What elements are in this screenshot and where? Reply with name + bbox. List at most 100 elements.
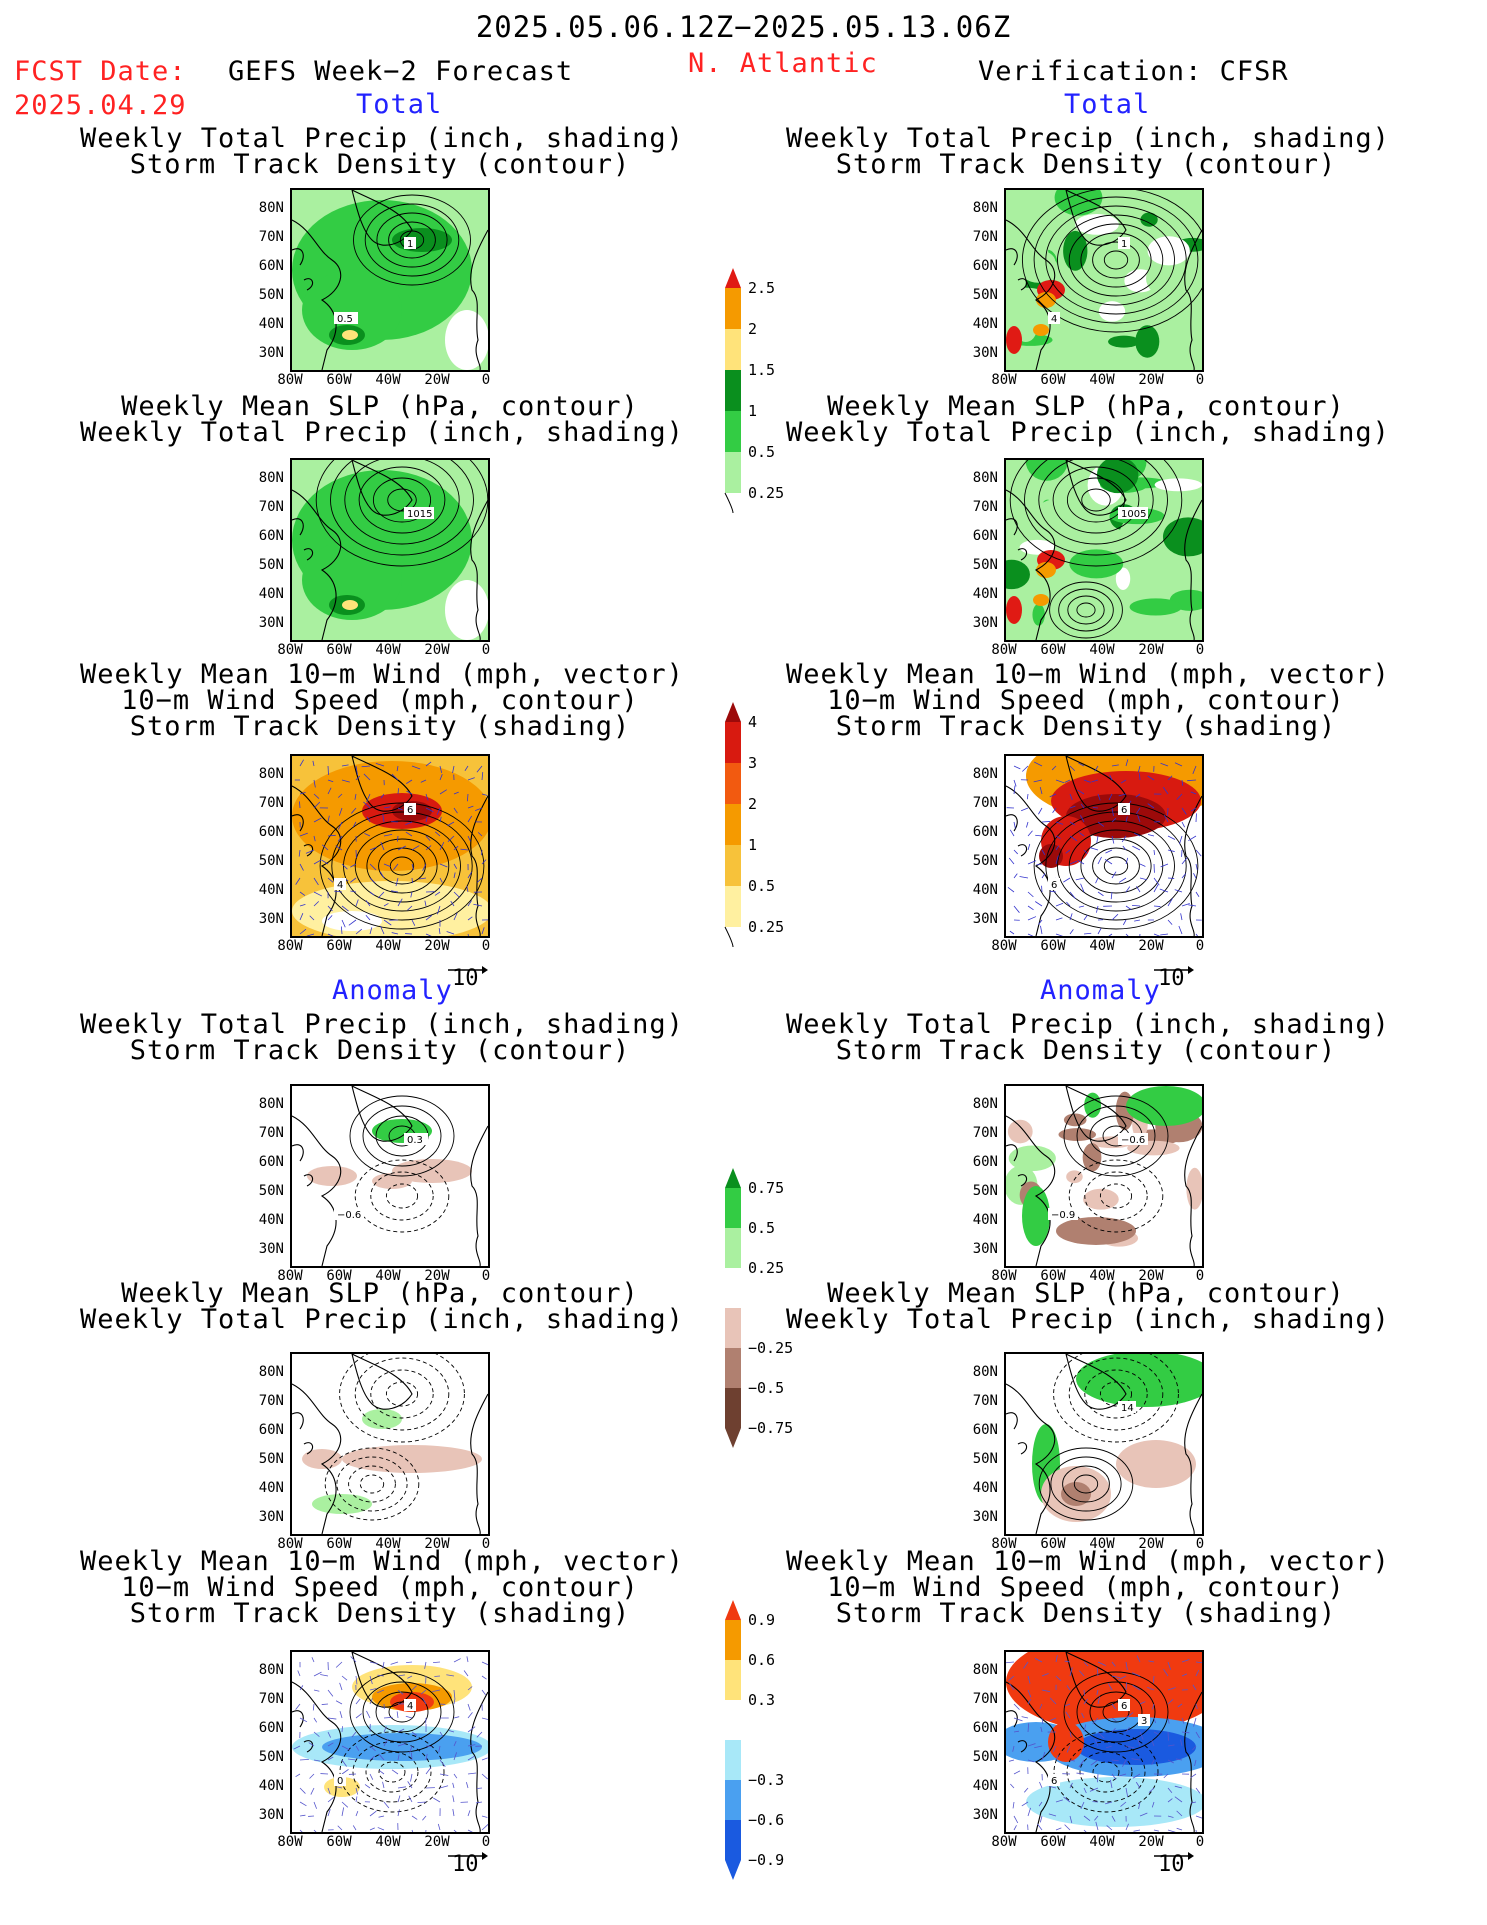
lon-tick-label: 0: [1195, 1536, 1205, 1552]
wind-vector: [313, 891, 323, 897]
wind-vector: [1125, 1823, 1129, 1831]
wind-vector: [1035, 834, 1043, 837]
wind-vector: [336, 1786, 343, 1789]
wind-vector: [439, 765, 443, 773]
colorbar-segment: [725, 1188, 741, 1228]
wind-vector: [351, 807, 357, 814]
wind-vector: [453, 1752, 458, 1761]
wind-vector: [383, 1726, 387, 1733]
wind-vector: [1188, 835, 1197, 842]
lat-tick-label: 40N: [258, 1778, 284, 1794]
wind-vector: [424, 1661, 427, 1669]
lat-tick-label: 50N: [258, 853, 284, 869]
anomaly-shading: [307, 1166, 357, 1186]
wind-vector: [481, 772, 484, 781]
wind-vector: [299, 1717, 308, 1723]
wind-vector: [1052, 807, 1057, 813]
wind-vector: [1069, 1782, 1073, 1789]
wind-vector: [313, 1801, 317, 1809]
wind-vector: [475, 1801, 483, 1804]
contour-line: [1080, 838, 1152, 894]
wind-vector: [1055, 902, 1064, 907]
wind-vector: [1039, 1703, 1043, 1710]
wind-vector: [293, 1745, 301, 1750]
wind-vector: [299, 903, 306, 907]
contour-label: −0.9: [1051, 1210, 1075, 1221]
wind-vector: [1097, 821, 1105, 827]
lat-tick-label: 30N: [972, 615, 998, 631]
coastline: [1065, 460, 1127, 516]
panel-title-fc-precip-track: Weekly Total Precip (inch, shading) Storm…: [80, 123, 684, 180]
precip-shading: [392, 228, 452, 252]
wind-vector: [1009, 1683, 1015, 1691]
contour-label-bg: [1138, 1714, 1150, 1726]
lat-tick-label: 70N: [258, 229, 284, 245]
wind-vector: [299, 928, 307, 935]
wind-vector: [327, 1731, 331, 1738]
anomaly-shading: [372, 1173, 412, 1189]
precip-shading: [302, 270, 402, 350]
wind-vector: [306, 933, 315, 936]
wind-vector: [355, 1675, 358, 1685]
precip-shading: [1032, 603, 1045, 626]
precip-shading: [1119, 515, 1161, 552]
wind-vector: [425, 816, 428, 823]
fcst-date-value: 2025.04.29: [14, 90, 187, 121]
wind-vector: [1132, 904, 1141, 907]
wind-vector: [397, 1786, 407, 1789]
wind-vector: [1013, 1825, 1017, 1831]
wind-vector: [313, 1689, 320, 1692]
wind-vector: [363, 773, 371, 781]
wind-vector: [369, 1810, 377, 1817]
wind-vector: [420, 1689, 427, 1695]
wind-vector: [1181, 1659, 1190, 1663]
wind-vector: [1175, 1758, 1183, 1761]
wind-vector: [1041, 821, 1051, 823]
contour-line: [1052, 466, 1140, 534]
wind-vector: [397, 1689, 404, 1695]
wind-vector: [446, 931, 455, 935]
wind-vector: [407, 1675, 413, 1679]
wind-vector: [452, 1795, 455, 1803]
wind-vector: [1021, 1716, 1029, 1719]
wind-vector: [1176, 1810, 1183, 1817]
wind-vector: [1081, 1745, 1085, 1752]
anomaly-shading: [1022, 1186, 1050, 1246]
wind-vector: [1091, 779, 1099, 783]
contour-label-bg: [1118, 1699, 1130, 1711]
wind-vector: [434, 1675, 441, 1677]
wind-vector: [1181, 873, 1187, 879]
map-panel-fc-slp: 1015: [290, 458, 490, 642]
wind-vector: [1013, 779, 1017, 787]
wind-vector: [1111, 1773, 1117, 1780]
wind-vector: [1090, 1759, 1099, 1766]
panel-title-vf-anom-wind: Weekly Mean 10−m Wind (mph, vector) 10−m …: [786, 1546, 1390, 1629]
wind-vector: [1048, 1813, 1057, 1817]
wind-vector: [1033, 761, 1043, 767]
wind-vector: [1137, 814, 1141, 823]
wind-vector: [1191, 1801, 1197, 1804]
wind-vector: [1083, 1698, 1088, 1705]
wind-vector: [1009, 829, 1015, 837]
wind-vector: [1097, 856, 1102, 865]
wind-vector: [383, 919, 392, 926]
wind-vector: [1034, 901, 1043, 907]
wind-vector: [1176, 793, 1183, 800]
wind-vector: [1023, 1661, 1029, 1669]
wind-vector: [453, 1773, 458, 1779]
colorbar-label: −0.6: [748, 1811, 785, 1829]
wind-vector: [1181, 821, 1186, 828]
wind-vector: [313, 1759, 321, 1762]
wind-vector: [1055, 917, 1063, 921]
contour-line: [389, 856, 415, 876]
wind-vector: [1177, 1703, 1183, 1708]
wind-vector: [1152, 1675, 1155, 1683]
wind-vector: [1013, 1703, 1020, 1710]
lon-tick-label: 80W: [277, 1268, 303, 1284]
wind-vector: [366, 1710, 371, 1719]
wind-vector: [352, 821, 357, 828]
wind-vector: [1163, 1668, 1169, 1677]
lat-tick-label: 60N: [972, 1422, 998, 1438]
wind-vector: [1195, 1669, 1200, 1677]
wind-vector: [327, 915, 333, 921]
